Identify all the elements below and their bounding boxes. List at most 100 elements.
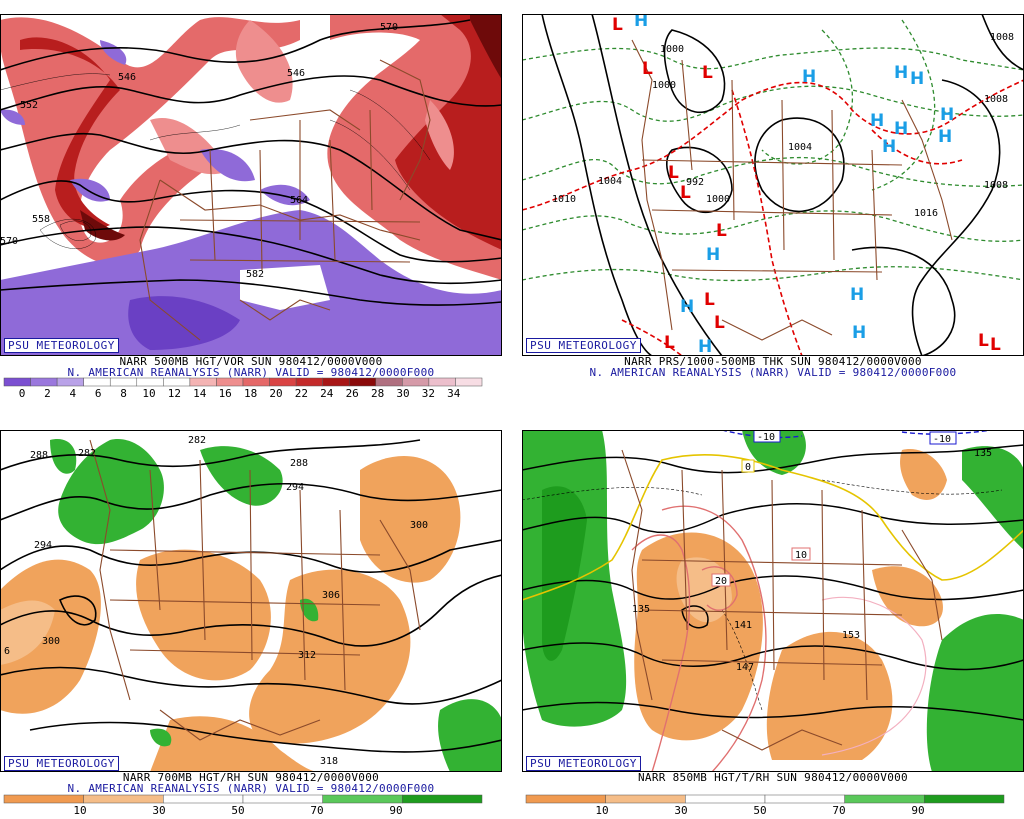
scale-tick-label: 24 — [320, 387, 334, 400]
scale-swatch — [189, 377, 217, 387]
map-700mb-rh: 282 288 282 288 294 294 300 300 306 312 … — [0, 430, 502, 772]
scale-tick-label: 34 — [447, 387, 461, 400]
scale-tick-label: 10 — [73, 804, 87, 817]
scale-tick-label: 90 — [911, 804, 925, 817]
scale-tick-label: 30 — [152, 804, 166, 817]
p3-color-scale — [3, 794, 483, 804]
low-pressure-marker: L — [668, 163, 679, 183]
p1-contour-label: 546 — [287, 68, 305, 79]
p4-contour-label: 153 — [842, 630, 860, 641]
p1-color-scale — [3, 377, 483, 387]
scale-tick-label: 8 — [120, 387, 127, 400]
high-pressure-marker: H — [706, 245, 720, 265]
scale-tick-label: 50 — [231, 804, 245, 817]
scale-swatch — [455, 377, 483, 387]
scale-tick-label: 0 — [18, 387, 26, 400]
p1-contour-label: 552 — [20, 100, 38, 111]
p4-title: NARR 850MB HGT/T/RH SUN 980412/0000V000 — [638, 771, 908, 784]
scale-swatch — [163, 377, 191, 387]
scale-tick-label: 6 — [94, 387, 102, 400]
low-pressure-marker: L — [642, 59, 653, 79]
p4-isotherm-labels: 0 10 20 -10 -10 — [711, 430, 957, 587]
high-pressure-marker: H — [802, 67, 816, 87]
scale-tick-label: 10 — [142, 387, 156, 400]
scale-swatch — [56, 377, 84, 387]
p2-contour-label: 1016 — [914, 208, 938, 219]
psu-meteorology-label: PSU METEOROLOGY — [4, 756, 119, 771]
high-pressure-marker: H — [680, 297, 694, 317]
p4-contour-label: 147 — [736, 662, 754, 673]
scale-swatch — [136, 377, 164, 387]
scale-swatch — [844, 794, 925, 804]
high-pressure-marker: H — [894, 119, 908, 139]
psu-meteorology-label: PSU METEOROLOGY — [526, 338, 641, 353]
scale-tick-label: 4 — [69, 387, 77, 400]
scale-tick-label: 16 — [218, 387, 232, 400]
scale-swatch — [322, 794, 403, 804]
p2-contour-label: 1000 — [660, 44, 684, 55]
scale-tick-label: 90 — [389, 804, 403, 817]
p4-contour-label: 135 — [974, 448, 992, 459]
scale-tick-label: 18 — [243, 387, 258, 400]
p1-contour-label: 546 — [118, 72, 136, 83]
panel-500mb-vorticity: 546 546 552 558 564 570 570 582 PSU METE… — [0, 0, 502, 409]
p2-contour-label: 1004 — [788, 142, 812, 153]
p3-subtitle: N. AMERICAN REANALYSIS (NARR) VALID = 98… — [67, 782, 435, 795]
p3-title: NARR 700MB HGT/RH SUN 980412/0000V000 — [122, 771, 380, 784]
scale-swatch — [402, 377, 430, 387]
scale-swatch — [109, 377, 138, 387]
scale-tick-label: 2 — [44, 387, 51, 400]
p2-subtitle: N. AMERICAN REANALYSIS (NARR) VALID = 98… — [589, 366, 957, 379]
scale-swatch — [348, 377, 377, 387]
scale-tick-label: 28 — [370, 387, 385, 400]
p1-contour-label: 570 — [0, 236, 18, 247]
scale-swatch — [295, 377, 323, 387]
low-pressure-marker: L — [714, 313, 725, 333]
high-pressure-marker: H — [894, 63, 908, 83]
scale-swatch — [242, 377, 270, 387]
p4-contour-label: 135 — [632, 604, 650, 615]
panel-pressure-thickness: 1000 1000 1004 1004 1008 1008 1008 1016 … — [522, 0, 1024, 409]
scale-tick-label: 10 — [595, 804, 609, 817]
high-pressure-marker: H — [850, 285, 864, 305]
scale-swatch — [216, 377, 244, 387]
high-pressure-marker: H — [938, 127, 952, 147]
scale-swatch — [30, 377, 58, 387]
p2-contour-label: 1010 — [552, 194, 576, 205]
p2-contour-label: 1008 — [984, 94, 1008, 105]
p3-contour-label: 6 — [4, 646, 10, 657]
p1-title: NARR 500MB HGT/VOR SUN 980412/0000V000 — [119, 355, 383, 368]
scale-tick-label: 30 — [396, 387, 410, 400]
p1-contour-labels: 546 546 552 558 564 570 570 582 — [0, 22, 398, 280]
scale-swatch — [3, 377, 31, 387]
p4-color-scale — [525, 794, 1005, 804]
high-pressure-marker: H — [910, 69, 924, 89]
map-pressure-thickness: 1000 1000 1004 1004 1008 1008 1008 1016 … — [522, 14, 1024, 356]
map-500mb-vorticity: 546 546 552 558 564 570 570 582 — [0, 14, 502, 356]
psu-meteorology-label: PSU METEOROLOGY — [526, 756, 641, 771]
p2-high-markers: H H H H H H H H H H H H H H — [634, 14, 954, 356]
p3-contour-label: 312 — [298, 650, 316, 661]
high-pressure-marker: H — [698, 337, 712, 356]
p4-isotherm-label: 0 — [745, 462, 751, 473]
low-pressure-marker: L — [990, 335, 1001, 355]
scale-swatch — [83, 377, 111, 387]
p2-contour-label: 1000 — [652, 80, 676, 91]
scale-swatch — [375, 377, 403, 387]
p3-contour-labels: 282 288 282 288 294 294 300 300 306 312 … — [4, 435, 428, 767]
scale-swatch — [242, 794, 323, 804]
scale-tick-label: 70 — [310, 804, 324, 817]
p3-contour-label: 288 — [290, 458, 308, 469]
scale-swatch — [764, 794, 845, 804]
low-pressure-marker: L — [612, 15, 623, 35]
p3-contour-label: 282 — [188, 435, 206, 446]
panel-700mb-rh: 282 288 282 288 294 294 300 300 306 312 … — [0, 410, 502, 819]
high-pressure-marker: H — [852, 323, 866, 343]
p2-contour-label: 1004 — [598, 176, 622, 187]
scale-tick-label: 30 — [674, 804, 688, 817]
p2-title: NARR PRS/1000-500MB THK SUN 980412/0000V… — [624, 355, 922, 368]
scale-tick-label: 26 — [345, 387, 359, 400]
p2-low-markers: L L L L L L L L L L L — [612, 15, 1001, 355]
panel-850mb-temp-rh: 135 141 147 153 135 0 10 20 -10 -10 PSU … — [522, 410, 1024, 819]
p4-contour-labels: 135 141 147 153 135 — [632, 448, 992, 673]
